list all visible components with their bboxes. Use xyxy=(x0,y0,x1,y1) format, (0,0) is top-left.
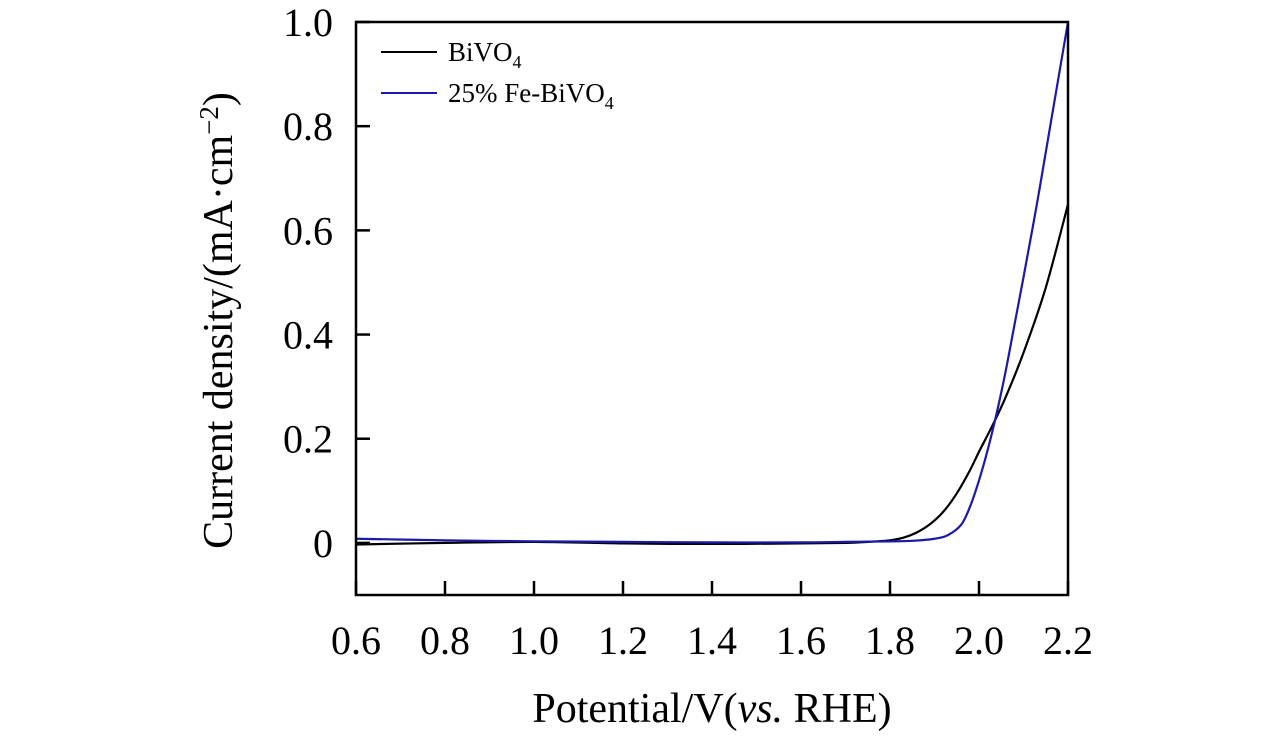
x-axis-label-italic: vs. xyxy=(738,686,784,732)
y-tick-label-1.0: 1.0 xyxy=(283,0,333,45)
x-axis-label-pre: Potential/V( xyxy=(532,686,737,732)
legend-label-fe-bivo4-sub: 4 xyxy=(605,93,614,113)
y-axis-label: Current density/(mA·cm−2) xyxy=(194,92,242,549)
legend-label-fe-bivo4: 25% Fe-BiVO4 xyxy=(448,78,614,113)
tick-layer xyxy=(354,20,1070,595)
tick-label-layer: 0.6 0.8 1.0 1.2 1.4 1.6 1.8 2.0 2.2 0 0.2 0.4 0.6 0.8… xyxy=(283,0,1093,663)
legend-label-bivo4-sub: 4 xyxy=(513,52,522,72)
x-axis-label-post: RHE) xyxy=(783,686,892,732)
x-tick-label-1.2: 1.2 xyxy=(598,618,648,663)
x-tick-label-2.0: 2.0 xyxy=(954,618,1004,663)
x-axis-label: Potential/V(vs. RHE) xyxy=(532,686,891,732)
x-tick-label-0.8: 0.8 xyxy=(420,618,470,663)
y-tick-label-0.8: 0.8 xyxy=(283,104,333,149)
x-tick-label-1.6: 1.6 xyxy=(776,618,826,663)
y-tick-label-0.4: 0.4 xyxy=(283,313,333,358)
x-tick-label-2.2: 2.2 xyxy=(1043,618,1093,663)
y-tick-label-0.2: 0.2 xyxy=(283,417,333,462)
y-axis-label-sup: −2 xyxy=(194,106,224,135)
legend-label-bivo4-text: BiVO xyxy=(448,37,513,67)
legend-label-bivo4: BiVO4 xyxy=(448,37,522,72)
series-layer xyxy=(355,21,1070,546)
y-axis-label-main: Current density/(mA·cm xyxy=(196,135,242,549)
y-axis-label-close: ) xyxy=(196,92,242,106)
series-line-fe-bivo4 xyxy=(355,21,1070,544)
series-line-bivo4 xyxy=(355,204,1070,546)
y-tick-label-0.6: 0.6 xyxy=(283,208,333,253)
x-tick-label-1.4: 1.4 xyxy=(687,618,737,663)
x-tick-label-1.0: 1.0 xyxy=(509,618,559,663)
y-tick-label-0: 0 xyxy=(313,521,333,566)
legend-label-fe-bivo4-text: 25% Fe-BiVO xyxy=(448,78,605,108)
legend: BiVO4 25% Fe-BiVO4 xyxy=(381,37,614,113)
x-tick-label-0.6: 0.6 xyxy=(331,618,381,663)
x-tick-label-1.8: 1.8 xyxy=(865,618,915,663)
